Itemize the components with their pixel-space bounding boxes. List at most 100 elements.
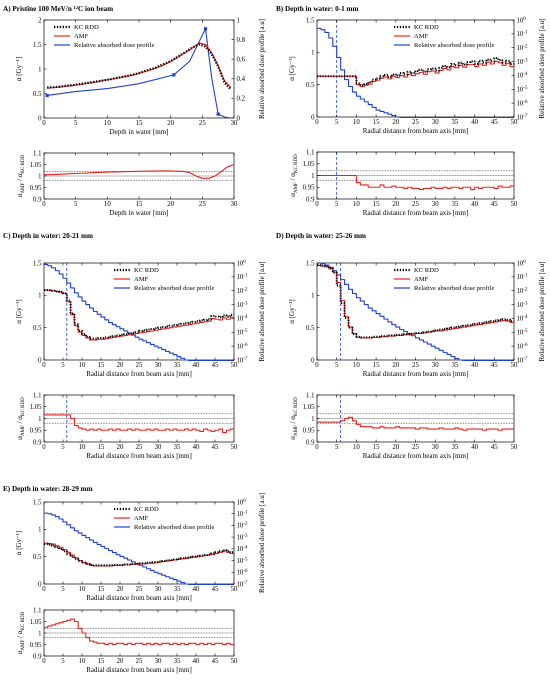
panel-c-ratio-xtick-label: 20 [117, 444, 124, 451]
panel-a-ytick-label: 0.5 [33, 91, 42, 98]
panel-b-y2tick-label: 10-5 [517, 86, 528, 94]
panel-c-ratio-xtick-label: 45 [212, 444, 219, 451]
panel-d-y2tick-label: 10-3 [517, 301, 528, 309]
panel-a-xtick-label: 5 [74, 120, 78, 127]
panel-c-legend-label-dose: Relative absorbed dose profile [134, 285, 214, 292]
panel-c-ratio-xtick-label: 30 [155, 444, 162, 451]
panel-b-dose-line [317, 27, 514, 119]
panel-c-xtick-label: 20 [117, 362, 124, 369]
panel-b-ratio-ytick-label: 0.95 [303, 185, 315, 192]
panel-e-ytick-label: 0 [38, 581, 42, 588]
panel-a-kc-line [47, 43, 232, 91]
panel-b-ratio-xtick-label: 25 [412, 201, 419, 208]
panel-b-ratio-xtick-label: 40 [471, 201, 478, 208]
panel-e-dose-line [44, 512, 234, 586]
panel-a-y2tick-label: 0.2 [237, 96, 246, 103]
panel-c-ratio-xtick-label: 35 [174, 444, 181, 451]
panel-d-ytick-label: 1 [311, 293, 314, 300]
panel-c-xtick-label: 35 [174, 362, 181, 369]
panel-b-ratio-xtick-label: 0 [315, 201, 319, 208]
panel-d-xtick-label: 20 [392, 362, 399, 369]
panel-c-legend-label-kc: KC RDD [134, 267, 159, 274]
panel-d-ratio-ytick-label: 0.9 [306, 439, 315, 446]
panel-e-y2tick-label: 10-4 [237, 546, 248, 554]
panel-c-xtick-label: 50 [231, 362, 238, 369]
panel-c-ytick-label: 0 [38, 357, 42, 364]
panel-c-xtick-label: 5 [61, 362, 65, 369]
panel-d-ratio-xlabel: Radial distance from beam axis [mm] [363, 452, 469, 460]
panel-c-ytick-label: 1.5 [33, 260, 42, 267]
panel-b-xtick-label: 50 [511, 119, 518, 126]
panel-c-xlabel: Radial distance from beam axis [mm] [86, 370, 192, 378]
panel-e-ratio-xtick-label: 5 [61, 658, 65, 665]
panel-a-y2tick-label: 0.6 [237, 57, 246, 64]
panel-a-ratio-xtick-label: 10 [104, 201, 111, 208]
panel-d-ratio-xtick-label: 30 [432, 444, 439, 451]
panel-c-xtick-label: 25 [136, 362, 143, 369]
panel-b-ratio-xtick-label: 20 [392, 201, 399, 208]
panel-a-ratio-ytick-label: 1 [38, 173, 41, 180]
panel-a-dose-marker [45, 93, 49, 98]
panel-a-xtick-label: 0 [42, 120, 46, 127]
panel-c-ratio-xtick-label: 5 [61, 444, 65, 451]
panel-d-xtick-label: 30 [432, 362, 439, 369]
panel-a-xtick-label: 30 [231, 120, 238, 127]
panel-e-title: E) Depth in water: 28-29 mm [3, 485, 93, 493]
panel-c-y2tick-label: 10-6 [237, 343, 248, 351]
panel-b-xtick-label: 15 [373, 119, 380, 126]
panel-c-ratio-xlabel: Radial distance from beam axis [mm] [86, 452, 192, 460]
panel-c-ratio-ratio-line [44, 414, 234, 434]
panel-d-y2tick-label: 100 [517, 260, 527, 268]
panel-b-legend-label-dose: Relative absorbed dose profile [414, 42, 494, 49]
panel-a-y2tick-label: 0.8 [237, 37, 246, 44]
panel-b-xtick-label: 10 [353, 119, 360, 126]
panel-d-legend-label-dose: Relative absorbed dose profile [414, 285, 494, 292]
panel-d-ratio-xtick-label: 0 [315, 444, 319, 451]
panel-b-ratio-xtick-label: 10 [353, 201, 360, 208]
panel-a-ratio-ratio-line [43, 163, 235, 179]
panel-c-y2tick-label: 10-2 [237, 288, 248, 296]
panel-b-ratio-xlabel: Radial distance from beam axis [mm] [363, 209, 469, 217]
panel-a-dose-marker [203, 27, 208, 31]
panel-d-ratio-ytick-label: 1.05 [303, 404, 315, 411]
panel-d-xlabel: Radial distance from beam axis [mm] [363, 370, 469, 378]
panel-b-y2label: Relative absorbed dose profile [a.u] [538, 18, 546, 118]
panel-b-ratio-ytick-label: 1.05 [303, 161, 315, 168]
panel-d-ratio-xtick-label: 40 [471, 444, 478, 451]
panel-a-legend-label-dose: Relative absorbed dose profile [74, 42, 154, 49]
panel-d-legend-label-amf: AMF [414, 276, 429, 283]
panel-d-kc-line [317, 263, 514, 339]
panel-e-y2tick-label: 10-7 [237, 581, 248, 589]
panel-b-ratio-xtick-label: 45 [491, 201, 498, 208]
panel-a-amf-line [47, 42, 232, 89]
panel-b-ratio-xtick-label: 15 [373, 201, 380, 208]
panel-b-ratio-xtick-label: 50 [511, 201, 518, 208]
panel-d-ytick-label: 0 [311, 357, 315, 364]
panel-a-ratio-xlabel: Depth in water [mm] [110, 209, 169, 217]
panel-d-y2tick-label: 10-2 [517, 288, 528, 296]
panel-b-ratio-ratio-line [317, 174, 514, 191]
panel-c-legend-label-amf: AMF [134, 276, 149, 283]
panel-d-ratio-ratio-line [317, 416, 514, 431]
panel-c-ratio-xtick-label: 0 [42, 444, 46, 451]
panel-e-ratio-xtick-label: 0 [42, 658, 46, 665]
panel-e-kc-line [44, 543, 234, 567]
panel-e-xtick-label: 20 [117, 586, 124, 593]
panel-c-ratio-ytick-label: 0.95 [30, 428, 42, 435]
panel-a-ratio-xtick-label: 20 [167, 201, 174, 208]
panel-a-xtick-label: 10 [104, 120, 111, 127]
panel-a-dose-marker [172, 73, 176, 77]
panel-e-xtick-label: 35 [174, 586, 181, 593]
panel-c-xtick-label: 40 [193, 362, 200, 369]
panel-b-xtick-label: 30 [432, 119, 439, 126]
panel-e-ytick-label: 1.5 [33, 499, 42, 506]
panel-e-xtick-label: 25 [136, 586, 143, 593]
panel-c-xtick-label: 15 [98, 362, 105, 369]
panel-e-ratio-xtick-label: 15 [98, 658, 105, 665]
panel-a-y2tick-label: 1 [237, 17, 240, 24]
panel-b-y2tick-label: 10-1 [517, 31, 528, 39]
panel-a-ratio-xtick-label: 30 [231, 201, 238, 208]
panel-b-y2tick-label: 100 [517, 17, 527, 25]
panel-a-ratio-ytick-label: 1.1 [33, 150, 42, 157]
